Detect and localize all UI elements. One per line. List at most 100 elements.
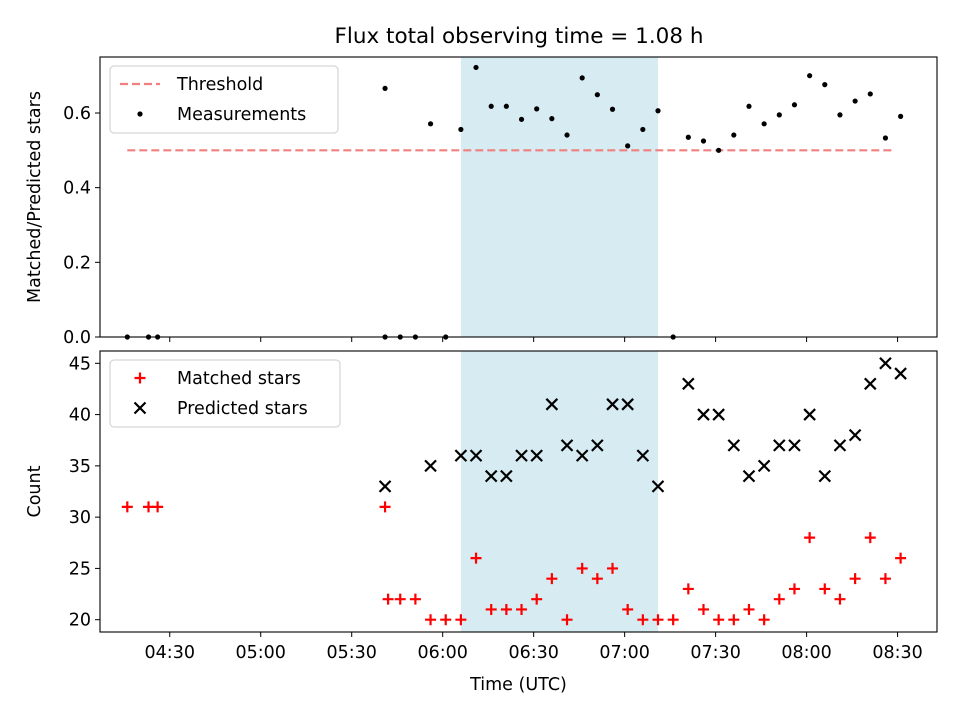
data-point (485, 603, 497, 615)
ratio-legend: Threshold Measurements (109, 65, 339, 134)
data-point (484, 469, 498, 483)
count-y-axis-label: Count (25, 465, 45, 517)
data-point (500, 603, 512, 615)
data-point (594, 92, 600, 98)
data-point (545, 398, 559, 411)
y-tick-label: 20 (69, 611, 91, 631)
data-point (791, 102, 798, 108)
data-point (761, 121, 767, 127)
data-point (788, 583, 800, 595)
highlight-band-top (460, 57, 658, 337)
x-axis-label: Time (UTC) (469, 675, 567, 695)
data-point (743, 603, 755, 615)
data-point (576, 562, 588, 574)
ratio-panel: 0.0 0.2 0.4 0.6 Matched/Predicted stars Thr… (25, 56, 938, 348)
data-point (728, 614, 740, 626)
data-point (455, 614, 467, 626)
data-point (667, 614, 679, 626)
legend-box (109, 65, 339, 134)
data-point (503, 103, 509, 109)
data-point (822, 82, 828, 88)
x-tick-label: 07:00 (599, 643, 649, 663)
data-point (788, 439, 801, 452)
data-point (848, 428, 862, 442)
x-tick-label: 04:30 (145, 643, 195, 663)
data-point (712, 408, 725, 421)
data-point (849, 573, 861, 585)
y-tick-label: 0.6 (63, 104, 91, 124)
y-tick-label: 40 (69, 406, 91, 426)
data-point (742, 469, 756, 483)
data-point (440, 614, 452, 626)
data-point (758, 614, 770, 626)
data-point (425, 614, 437, 626)
x-tick-label: 08:30 (872, 643, 922, 663)
count-panel: 20 25 30 35 40 45 04:30 05:00 05:30 06:00 06:30 07:… (25, 350, 938, 695)
data-point (898, 113, 904, 119)
ratio-plot-frame (99, 56, 938, 338)
data-point (579, 75, 585, 81)
data-point (121, 501, 133, 513)
data-point (591, 439, 604, 452)
data-point (773, 593, 785, 605)
legend-label: Predicted stars (177, 399, 308, 419)
data-point (591, 573, 603, 585)
y-tick-label: 45 (69, 354, 91, 374)
data-point (488, 103, 494, 109)
data-point (818, 469, 832, 483)
data-point (530, 449, 543, 462)
data-point (424, 459, 437, 473)
data-point (622, 603, 634, 615)
y-tick-label: 25 (69, 559, 91, 579)
legend-swatch (134, 372, 146, 384)
data-point (879, 573, 891, 585)
data-point (469, 449, 483, 462)
data-point (531, 593, 543, 605)
data-point (516, 603, 528, 615)
data-point (713, 614, 725, 626)
data-point (621, 398, 634, 411)
data-point (394, 593, 406, 605)
data-point (534, 106, 540, 112)
legend-label: Threshold (176, 75, 263, 95)
data-point (867, 91, 873, 97)
data-point (864, 532, 876, 544)
data-point (776, 112, 782, 118)
legend-label: Measurements (177, 105, 306, 125)
legend-box (109, 359, 341, 428)
data-point (879, 357, 892, 370)
data-point (560, 439, 574, 452)
data-point (152, 501, 164, 513)
data-point (546, 573, 558, 585)
data-point (652, 614, 664, 626)
data-point (864, 377, 877, 391)
measurements-series (124, 64, 904, 340)
data-point (895, 552, 907, 564)
legend-label: Matched stars (177, 369, 301, 389)
data-point (746, 103, 752, 109)
y-tick-label: 0.4 (63, 179, 91, 199)
data-point (837, 112, 843, 118)
count-axis-ticks: 20 25 30 35 40 45 04:30 05:00 05:30 06:00 06:30 07:… (69, 354, 923, 663)
data-point (515, 449, 528, 462)
data-point (716, 147, 722, 153)
data-point (803, 408, 816, 421)
data-point (607, 562, 619, 574)
x-tick-label: 08:00 (781, 643, 831, 663)
data-point (682, 583, 694, 595)
highlight-band-bottom (460, 351, 658, 632)
matched-stars-series (121, 501, 907, 626)
data-point (575, 449, 589, 462)
predicted-stars-series (378, 357, 907, 493)
data-point (833, 439, 847, 452)
data-point (637, 614, 649, 626)
data-point (727, 439, 741, 452)
count-plot-frame (99, 350, 938, 633)
data-point (379, 501, 391, 513)
data-point (606, 398, 619, 411)
data-point (609, 106, 616, 112)
data-point (731, 132, 737, 138)
data-point (378, 480, 392, 493)
data-point (685, 134, 691, 140)
